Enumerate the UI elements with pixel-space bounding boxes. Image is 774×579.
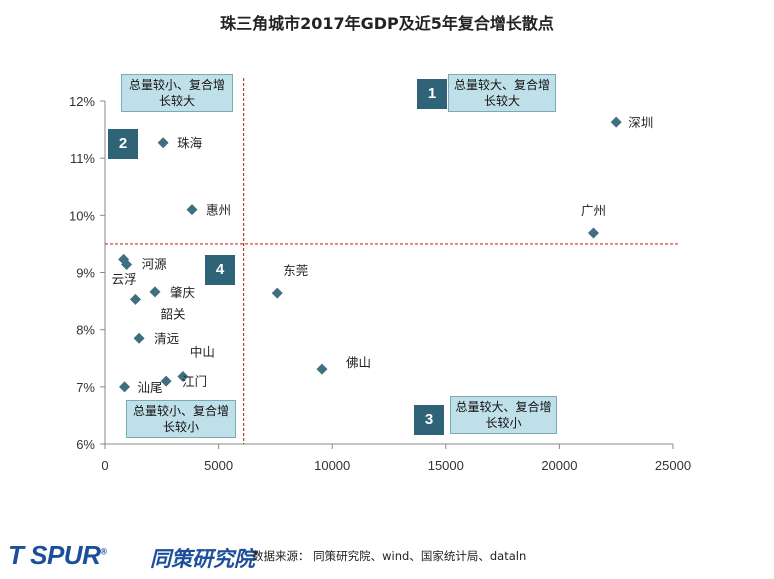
quadrant-3-text: 总量较大、复合增长较小 <box>455 400 552 430</box>
quadrant-2-text: 总量较小、复合增长较大 <box>128 78 225 108</box>
quadrant-4-label: 总量较小、复合增长较小 <box>126 400 236 438</box>
x-tick-label: 25000 <box>655 458 691 473</box>
data-point <box>271 287 283 299</box>
y-tick-label: 11% <box>70 151 95 166</box>
x-tick-label: 0 <box>101 458 108 473</box>
data-point-label: 佛山 <box>346 355 371 370</box>
data-point-label: 珠海 <box>177 136 203 151</box>
data-point <box>118 253 130 265</box>
data-point <box>133 332 145 344</box>
y-tick-label: 6% <box>76 437 95 452</box>
y-tick-label: 7% <box>76 380 95 395</box>
data-point-label: 中山 <box>190 345 215 360</box>
tospur-logo: T SPUR® <box>8 540 107 571</box>
x-tick-label: 15000 <box>428 458 464 473</box>
data-point-label: 东莞 <box>283 263 308 278</box>
logo-text: T SPUR <box>8 540 101 570</box>
data-point <box>149 286 161 298</box>
data-point-label: 汕尾 <box>138 380 163 395</box>
y-tick-label: 8% <box>76 323 95 338</box>
data-point-label: 河源 <box>142 256 168 271</box>
data-point <box>119 381 131 393</box>
data-point <box>160 375 172 387</box>
data-point <box>157 137 169 149</box>
quadrant-1-badge: 1 <box>417 79 447 109</box>
logo-registered: ® <box>100 546 107 557</box>
data-point-label: 深圳 <box>628 115 653 130</box>
chart-title: 珠三角城市2017年GDP及近5年复合增长散点 <box>220 14 554 33</box>
x-tick-label: 20000 <box>541 458 577 473</box>
quadrant-1-text: 总量较大、复合增长较大 <box>453 78 550 108</box>
y-tick-label: 9% <box>76 266 95 281</box>
data-point-label: 江门 <box>182 374 207 389</box>
x-tick-label: 10000 <box>314 458 350 473</box>
data-point-label: 广州 <box>581 203 606 218</box>
y-tick-label: 10% <box>69 208 95 223</box>
x-tick-label: 5000 <box>204 458 233 473</box>
data-point-label: 云浮 <box>112 271 137 286</box>
data-point-label: 肇庆 <box>170 285 196 300</box>
quadrant-4-text: 总量较小、复合增长较小 <box>132 404 229 434</box>
data-point <box>186 204 198 216</box>
data-point <box>316 363 328 375</box>
data-point-label: 清远 <box>154 331 180 346</box>
y-tick-label: 12% <box>69 94 95 109</box>
data-point <box>177 371 189 383</box>
quadrant-3-label: 总量较大、复合增长较小 <box>450 396 557 434</box>
quadrant-4-badge: 4 <box>205 255 235 285</box>
logo-chinese: 同策研究院 <box>150 547 255 571</box>
data-point <box>610 116 622 128</box>
quadrant-3-badge: 3 <box>414 405 444 435</box>
data-source-note: 数据来源： 同策研究院、wind、国家统计局、dataln <box>252 549 527 563</box>
footer: T SPUR® 同策研究院 数据来源： 同策研究院、wind、国家统计局、dat… <box>0 532 774 579</box>
quadrant-2-badge: 2 <box>108 129 138 159</box>
quadrant-2-label: 总量较小、复合增长较大 <box>121 74 233 112</box>
quadrant-1-label: 总量较大、复合增长较大 <box>448 74 556 112</box>
data-point <box>587 227 599 239</box>
data-point-label: 惠州 <box>206 203 231 218</box>
data-point <box>129 293 141 305</box>
scatter-chart: 6% 7% 8% 9% 10% 11% 12% 0 5000 10000 15000 20000 250… <box>69 78 691 473</box>
data-point-label: 韶关 <box>160 306 185 321</box>
